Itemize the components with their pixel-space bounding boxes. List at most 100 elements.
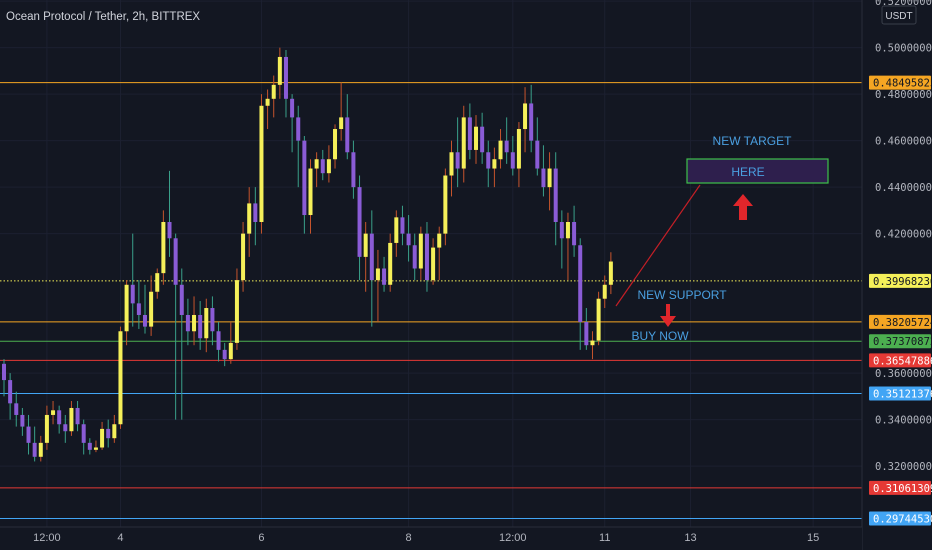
candle-up[interactable] [161, 222, 166, 274]
candle-up[interactable] [516, 129, 521, 169]
candle-down[interactable] [510, 152, 515, 169]
candle-down[interactable] [455, 152, 460, 169]
candle-up[interactable] [271, 84, 276, 99]
candle-down[interactable] [486, 152, 491, 169]
candle-down[interactable] [14, 403, 19, 415]
candle-up[interactable] [112, 424, 117, 439]
candle-down[interactable] [87, 442, 92, 450]
candle-up[interactable] [149, 291, 154, 327]
candle-down[interactable] [81, 424, 86, 443]
candle-up[interactable] [247, 203, 252, 234]
candle-up[interactable] [388, 242, 393, 285]
candle-down[interactable] [57, 410, 62, 425]
candle-down[interactable] [130, 284, 135, 304]
candle-down[interactable] [283, 56, 288, 99]
currency-badge[interactable] [881, 5, 917, 25]
candle-down[interactable] [32, 442, 37, 457]
candle-down[interactable] [412, 245, 417, 269]
candle-down[interactable] [106, 428, 111, 439]
candle-up[interactable] [596, 298, 601, 341]
candle-down[interactable] [2, 363, 6, 381]
candle-up[interactable] [314, 159, 319, 169]
candle-up[interactable] [259, 105, 264, 223]
candle-down[interactable] [136, 303, 141, 315]
candle-up[interactable] [498, 140, 503, 160]
candle-up[interactable] [443, 175, 448, 234]
candle-down[interactable] [253, 203, 258, 223]
candle-down[interactable] [142, 314, 147, 327]
candle-down[interactable] [345, 117, 350, 153]
candle-down[interactable] [185, 314, 190, 332]
candle-up[interactable] [308, 168, 313, 216]
candle-up[interactable] [326, 159, 331, 174]
candle-down[interactable] [20, 414, 25, 427]
candle-down[interactable] [75, 407, 80, 425]
candle-down[interactable] [351, 152, 356, 188]
candle-up[interactable] [431, 247, 436, 281]
candle-up[interactable] [565, 222, 570, 239]
candle-up[interactable] [590, 340, 595, 346]
candle-up[interactable] [155, 273, 160, 292]
candle-up[interactable] [228, 342, 233, 360]
candle-up[interactable] [449, 152, 454, 176]
candle-down[interactable] [529, 103, 534, 141]
candle-down[interactable] [382, 268, 387, 285]
candle-down[interactable] [179, 284, 184, 315]
candle-up[interactable] [333, 129, 338, 160]
candle-up[interactable] [100, 428, 105, 448]
candle-up[interactable] [418, 233, 423, 269]
candle-down[interactable] [302, 140, 307, 216]
candle-down[interactable] [296, 117, 301, 141]
candle-down[interactable] [572, 222, 577, 246]
candle-up[interactable] [602, 284, 607, 299]
candle-down[interactable] [63, 424, 68, 432]
candle-down[interactable] [424, 233, 429, 281]
candle-down[interactable] [535, 140, 540, 169]
candle-down[interactable] [467, 117, 472, 150]
candle-down[interactable] [198, 314, 203, 339]
candle-up[interactable] [547, 168, 552, 188]
candle-down[interactable] [504, 140, 509, 153]
candle-up[interactable] [118, 331, 123, 425]
candle-up[interactable] [437, 233, 442, 248]
candle-down[interactable] [290, 98, 295, 118]
candle-up[interactable] [394, 217, 399, 243]
candle-up[interactable] [492, 159, 497, 169]
candle-up[interactable] [474, 126, 479, 150]
candle-down[interactable] [210, 308, 215, 332]
candle-up[interactable] [204, 308, 209, 339]
candle-up[interactable] [124, 284, 129, 332]
candle-down[interactable] [173, 238, 178, 285]
candle-up[interactable] [234, 280, 239, 343]
candle-down[interactable] [216, 331, 221, 350]
candle-down[interactable] [480, 126, 485, 153]
candle-up[interactable] [339, 117, 344, 130]
candle-down[interactable] [8, 380, 13, 404]
candle-down[interactable] [400, 217, 405, 234]
candle-up[interactable] [93, 447, 98, 450]
candle-down[interactable] [26, 426, 31, 443]
candle-down[interactable] [553, 168, 558, 223]
candle-down[interactable] [222, 349, 227, 360]
candle-down[interactable] [369, 233, 374, 281]
candle-down[interactable] [559, 222, 564, 239]
candle-up[interactable] [69, 407, 74, 432]
candle-up[interactable] [265, 98, 270, 106]
candle-down[interactable] [406, 233, 411, 246]
candle-down[interactable] [541, 168, 546, 188]
candle-up[interactable] [375, 268, 380, 281]
candle-down[interactable] [320, 159, 325, 174]
candle-down[interactable] [167, 222, 172, 239]
candle-up[interactable] [277, 56, 282, 85]
candle-up[interactable] [38, 442, 43, 457]
time-axis[interactable]: 12:00 4 6 8 12:00 11 13 15 [0, 526, 862, 550]
candle-up[interactable] [523, 103, 528, 130]
candle-up[interactable] [363, 233, 368, 257]
candle-down[interactable] [578, 245, 583, 322]
price-axis[interactable]: 0.52000000 0.50000000 0.48000000 0.46000000… [861, 0, 932, 550]
candle-up[interactable] [51, 410, 56, 415]
candle-up[interactable] [241, 233, 246, 281]
candle-up[interactable] [192, 314, 197, 332]
